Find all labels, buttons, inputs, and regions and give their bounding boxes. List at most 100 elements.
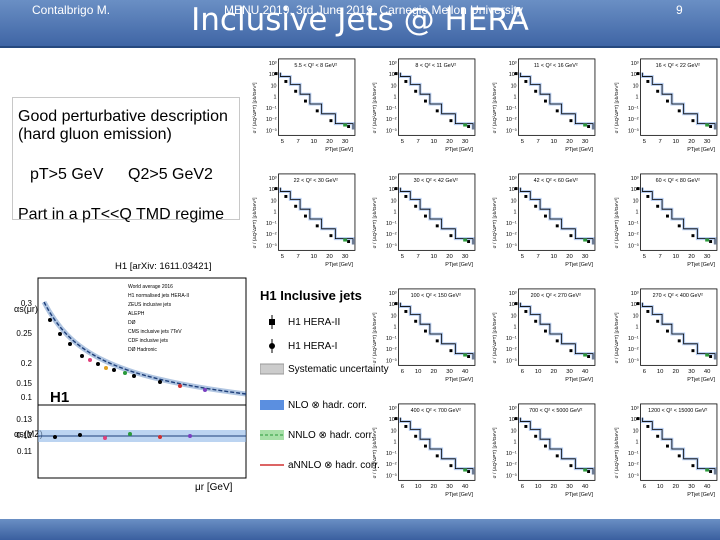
panel-xtick: 30	[688, 484, 695, 490]
panel-histogram	[280, 187, 354, 245]
panel-ytick: 10⁻³	[266, 128, 277, 134]
panel-ylabel: σ / (ΔQ²ΔPT) [pb/GeV³]	[492, 312, 498, 363]
panel-point	[534, 204, 538, 208]
panel-xtick: 30	[582, 254, 589, 260]
tmd-regime: Part in a pT<<Q TMD regime	[18, 206, 224, 223]
panel-label: 16 < Q² < 22 GeV²	[656, 63, 700, 69]
panel-point	[424, 329, 427, 333]
legend-h1-hera2: H1 HERA-II	[288, 317, 341, 328]
panel-xtick: 20	[326, 139, 333, 145]
panel-ytick: 10⁻¹	[506, 221, 517, 227]
panel-ytick: 10	[511, 428, 517, 434]
panel-ytick: 10⁻³	[266, 243, 277, 249]
panel-point	[709, 470, 713, 474]
panel-xtick: 40	[462, 369, 469, 375]
panel-xtick: 10	[311, 254, 318, 260]
panel-ytick: 10⁻³	[506, 243, 517, 249]
panel-ytick: 10³	[509, 406, 517, 412]
panel-frame	[518, 173, 596, 251]
panel-ytick: 1	[274, 210, 277, 216]
panel-histogram	[400, 417, 474, 475]
panel-ytick: 10	[511, 198, 517, 204]
panel-label: 42 < Q² < 60 GeV²	[534, 178, 578, 184]
panel-xlabel: PTjet [GeV]	[687, 147, 715, 153]
jet-panel: σ / (ΔQ²ΔPT) [pb/GeV³] 10³ 10² 10 1 10⁻¹ 10⁻² 1…	[492, 58, 596, 153]
panel-xtick: 5	[401, 254, 405, 260]
panel-xtick: 6	[643, 484, 647, 490]
text-line-1: Good perturbative description	[18, 108, 228, 125]
panel-ytick: 10⁻³	[628, 243, 639, 249]
panel-ytick: 10	[511, 83, 517, 89]
alphas-legend: World average 2016 H1 normalised jets HE…	[128, 284, 189, 353]
panel-xtick: 20	[551, 369, 558, 375]
alphas-legend-item: CDF inclusive jets	[128, 338, 169, 344]
panel-ytick: 10	[633, 428, 639, 434]
panel-ytick: 10³	[389, 176, 397, 182]
panel-point	[646, 309, 650, 313]
panel-xtick: 20	[688, 254, 695, 260]
panel-xlabel: PTjet [GeV]	[687, 377, 715, 383]
panel-point	[467, 240, 471, 244]
jet-panel: σ / (ΔQ²ΔPT) [pb/GeV³] 10³ 10² 10 1 10⁻¹ 10⁻² 1…	[372, 173, 476, 268]
panel-point	[666, 99, 669, 103]
panel-ylabel: σ / (ΔQ²ΔPT) [pb/GeV³]	[372, 312, 378, 363]
panel-point-green	[343, 123, 348, 127]
panel-point	[569, 349, 573, 353]
panel-xtick: 10	[415, 369, 422, 375]
panel-histogram	[400, 187, 474, 245]
panel-point	[315, 109, 319, 113]
alphas-ytick: 0.13	[16, 415, 32, 424]
panel-ylabel: σ / (ΔQ²ΔPT) [pb/GeV³]	[372, 427, 378, 478]
panel-point	[315, 224, 319, 228]
panel-label: 200 < Q² < 270 GeV²	[531, 293, 581, 299]
panel-frame	[518, 403, 596, 481]
panel-xtick: 20	[673, 484, 680, 490]
panel-xtick: 5	[401, 139, 405, 145]
legend-annlo: aNNLO ⊗ hadr. corr.	[288, 460, 380, 471]
nnlo-swatch-icon	[260, 430, 284, 440]
panel-point	[347, 125, 351, 129]
panel-point-green	[583, 353, 588, 357]
panel-point	[424, 99, 427, 103]
panel-label: 22 < Q² < 30 GeV²	[294, 178, 338, 184]
panel-point	[555, 109, 559, 113]
panel-ylabel: σ / (ΔQ²ΔPT) [pb/GeV³]	[252, 197, 258, 248]
panel-xtick: 10	[673, 139, 680, 145]
panel-ytick: 10⁻¹	[386, 451, 397, 457]
panel-ylabel: σ / (ΔQ²ΔPT) [pb/GeV³]	[492, 197, 498, 248]
panel-point	[587, 470, 591, 474]
panel-xtick: 7	[296, 254, 299, 260]
alphas-ytick: 0.11	[17, 447, 33, 456]
panel-ylabel: σ / (ΔQ²ΔPT) [pb/GeV³]	[372, 197, 378, 248]
panel-ytick: 1	[514, 325, 517, 331]
jet-panel: σ / (ΔQ²ΔPT) [pb/GeV³] 10³ 10² 10 1 10⁻¹ 10⁻² 1…	[252, 58, 356, 153]
panel-ytick: 10	[391, 83, 397, 89]
panel-point	[394, 417, 398, 421]
panel-ytick: 10	[391, 198, 397, 204]
nlo-swatch-icon	[260, 400, 284, 410]
panel-histogram	[400, 302, 474, 360]
panel-xtick: 10	[657, 369, 664, 375]
panel-point-green	[705, 238, 710, 242]
panel-ytick: 1	[394, 95, 397, 101]
annlo-line-icon	[260, 464, 284, 466]
panel-ytick: 10⁻²	[386, 462, 397, 468]
panel-xtick: 30	[446, 484, 453, 490]
panel-xtick: 30	[688, 369, 695, 375]
panel-point-green	[705, 123, 710, 127]
jet-panel: σ / (ΔQ²ΔPT) [pb/GeV³] 10³ 10² 10 1 10⁻¹ 10⁻² 1…	[614, 403, 718, 498]
panel-ylabel: σ / (ΔQ²ΔPT) [pb/GeV³]	[492, 427, 498, 478]
panel-xtick: 40	[462, 484, 469, 490]
footer-page: 9	[676, 3, 683, 17]
panel-histogram	[280, 72, 354, 130]
panel-histogram	[642, 417, 716, 475]
panel-point	[435, 454, 439, 458]
panel-xtick: 7	[296, 139, 299, 145]
panel-ytick: 10⁻²	[266, 232, 277, 238]
q2-cut: Q2>5 GeV2	[128, 166, 213, 183]
panel-point	[646, 79, 650, 83]
panel-ytick: 1	[636, 95, 639, 101]
panel-ytick: 10²	[509, 302, 517, 308]
panel-ytick: 10⁻²	[506, 117, 517, 123]
panel-point	[304, 214, 307, 218]
